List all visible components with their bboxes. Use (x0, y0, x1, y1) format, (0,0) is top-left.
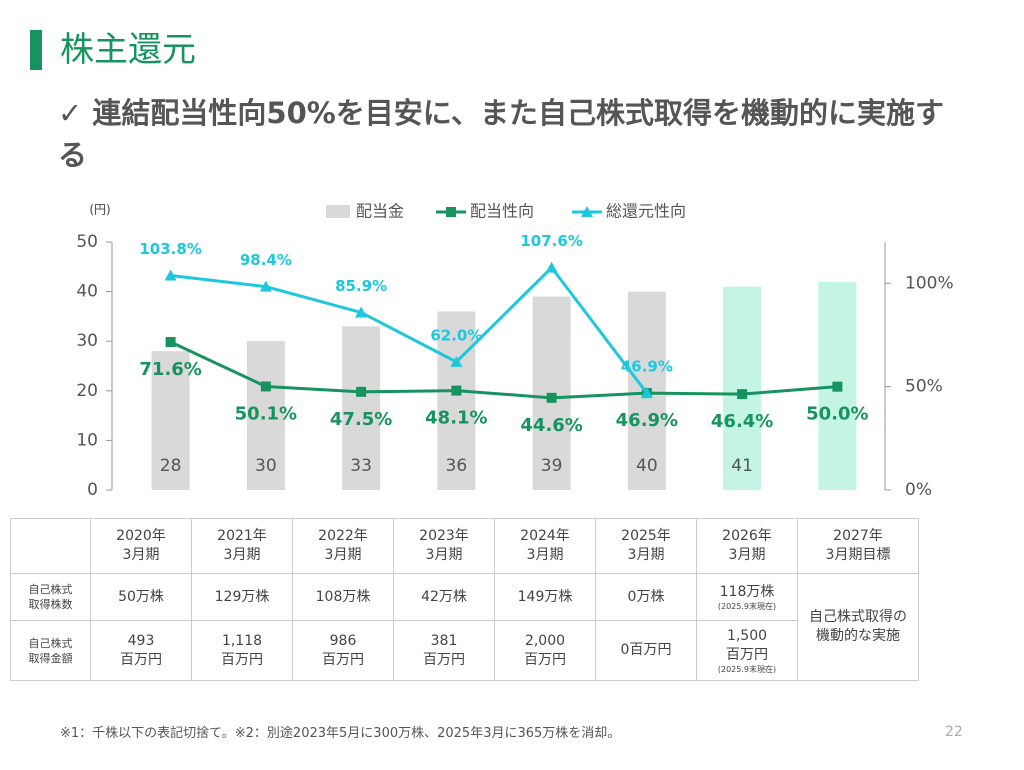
marker (260, 381, 271, 392)
point-label: 46.4% (711, 411, 773, 432)
table-cell: 1,500 百万円 (2025.9末現在) (696, 620, 798, 681)
point-label: 103.8% (139, 240, 201, 258)
table-cell: 自己株式取得の機動的な実施 (797, 573, 919, 681)
table-cell: 381 百万円 (393, 620, 495, 681)
marker (165, 337, 176, 348)
bar (723, 286, 762, 490)
point-label: 46.9% (621, 358, 673, 376)
marker (164, 269, 177, 281)
y-tick-label: 0 (87, 480, 98, 500)
bar-label: 40 (636, 456, 658, 476)
marker (446, 207, 456, 217)
table-cell: 2024年 3月期 (494, 518, 596, 574)
subtitle: ✓ 連結配当性向50%を目安に、また自己株式取得を機動的に実施する (58, 96, 944, 172)
table-cell: 50万株 (90, 573, 192, 621)
table-cell: 986 百万円 (292, 620, 394, 681)
marker (581, 206, 593, 217)
table-cell: 0百万円 (595, 620, 697, 681)
bar (246, 341, 285, 490)
point-label: 46.9% (616, 410, 678, 431)
y-tick-label: 40 (76, 282, 98, 302)
table-cell: 2026年 3月期 (696, 518, 798, 574)
legend-label: 総還元性向 (606, 202, 686, 221)
bar (342, 326, 381, 490)
marker (355, 306, 368, 318)
table-cell: 2,000 百万円 (494, 620, 596, 681)
marker (451, 385, 462, 396)
legend-label: 配当性向 (470, 202, 534, 221)
y-tick-label: 30 (76, 331, 98, 351)
table-cell: 2027年 3月期目標 (797, 518, 919, 574)
footnote: ※1：千株以下の表記切捨て。※2：別途2023年5月に300万株、2025年3月… (60, 726, 621, 741)
line (169, 340, 838, 400)
cell-note: (2025.9末現在) (717, 601, 777, 611)
y2-tick-label: 50% (905, 377, 943, 397)
marker (546, 392, 557, 403)
point-label: 98.4% (240, 251, 292, 269)
table-cell: 149万株 (494, 573, 596, 621)
legend-label: 配当金 (356, 202, 404, 221)
bar (151, 351, 190, 490)
page-number: 22 (945, 724, 963, 740)
table-cell (10, 518, 91, 574)
point-label: 107.6% (520, 232, 582, 250)
table-cell: 42万株 (393, 573, 495, 621)
table-cell: 2022年 3月期 (292, 518, 394, 574)
table-cell: 108万株 (292, 573, 394, 621)
cell-note: (2025.9末現在) (717, 664, 777, 674)
bar-label: 28 (160, 456, 182, 476)
table-cell: 自己株式 取得金額 (10, 620, 91, 681)
y2-tick-label: 100% (905, 273, 954, 293)
table-cell: 118万株 (2025.9末現在) (696, 573, 798, 621)
line (170, 265, 649, 394)
marker (545, 261, 558, 273)
point-label: 50.1% (235, 403, 297, 424)
point-label: 44.6% (520, 415, 582, 436)
title-bar (30, 30, 42, 70)
chart: (円) 0 10 20 30 40 50 0% 50% 100% 28 30 33 36 39 40 41 71.… (76, 202, 954, 501)
y-tick-label: 10 (76, 430, 98, 450)
marker (356, 386, 367, 397)
marker (259, 280, 272, 292)
point-label: 50.0% (806, 404, 868, 425)
table-cell: 2023年 3月期 (393, 518, 495, 574)
unit-label: (円) (89, 203, 110, 217)
table-cell: 自己株式 取得株数 (10, 573, 91, 621)
legend-marker (581, 206, 593, 217)
table-cell: 2025年 3月期 (595, 518, 697, 574)
table-cell: 2021年 3月期 (191, 518, 293, 574)
table-cell: 1,118 百万円 (191, 620, 293, 681)
bar (437, 311, 476, 490)
table-cell: 493 百万円 (90, 620, 192, 681)
title: 株主還元 (60, 30, 196, 70)
marker (832, 381, 843, 392)
bar-label: 41 (731, 456, 753, 476)
table-cell: 0万株 (595, 573, 697, 621)
marker (737, 389, 748, 400)
bar-label: 39 (541, 456, 563, 476)
bar-label: 36 (446, 456, 468, 476)
bar-label: 30 (255, 456, 277, 476)
marker (640, 387, 653, 399)
marker (450, 355, 463, 367)
point-label: 48.1% (425, 408, 487, 429)
point-label: 62.0% (430, 326, 482, 344)
point-label: 85.9% (335, 277, 387, 295)
legend-marker (446, 207, 456, 217)
y-tick-label: 20 (76, 381, 98, 401)
table-cell: 2020年 3月期 (90, 518, 192, 574)
legend-swatch (326, 205, 350, 218)
bar-label: 33 (350, 456, 372, 476)
y2-tick-label: 0% (905, 480, 932, 500)
table-cell: 129万株 (191, 573, 293, 621)
y-tick-label: 50 (76, 232, 98, 252)
point-label: 47.5% (330, 409, 392, 430)
table: 2020年 3月期 2021年 3月期 2022年 3月期 2023年 3月期 2024… (10, 518, 919, 681)
point-label: 71.6% (139, 359, 201, 380)
